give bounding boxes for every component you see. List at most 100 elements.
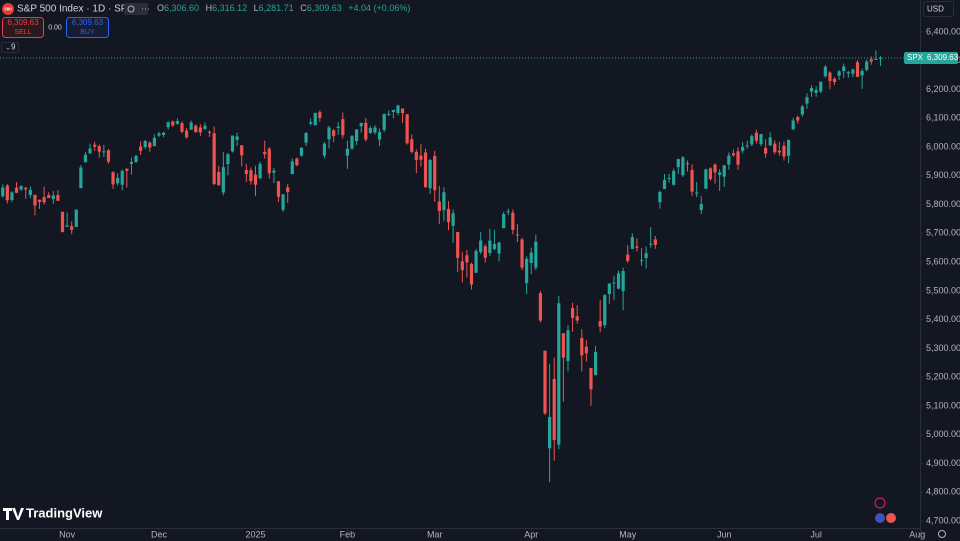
candle-body: [800, 106, 804, 115]
candle-body: [152, 137, 157, 147]
symbol-icon[interactable]: [2, 3, 14, 15]
candle-body: [267, 148, 271, 174]
candle-body: [855, 62, 860, 77]
candle-body: [869, 59, 873, 62]
buy-button[interactable]: [66, 17, 109, 38]
candle-body: [759, 134, 763, 145]
flag-icon[interactable]: [886, 513, 896, 523]
candle-body: [355, 129, 359, 141]
l-label: L: [254, 3, 259, 13]
candle-body: [763, 147, 768, 154]
candle-body: [842, 66, 846, 72]
settings-icon[interactable]: [938, 530, 946, 538]
candle-body: [819, 81, 823, 92]
candle-body: [561, 333, 565, 358]
candle-body: [240, 145, 244, 156]
candle-body: [465, 255, 469, 263]
spread: 0.00: [48, 24, 62, 31]
candle-body: [368, 128, 372, 133]
candle-body: [134, 155, 138, 162]
candle-body: [10, 192, 14, 200]
candle-body: [143, 140, 147, 148]
candle-body: [405, 114, 409, 144]
candle-body: [212, 133, 216, 184]
candle-body: [391, 109, 395, 112]
candle-body: [612, 282, 616, 284]
candle-body: [718, 172, 722, 175]
candle-body: [281, 194, 285, 210]
l-value: 6,281.71: [259, 3, 294, 13]
candle-body: [116, 177, 120, 184]
candle-body: [423, 152, 428, 188]
eye-icon[interactable]: [127, 5, 135, 13]
symbol-title[interactable]: S&P 500 Index · 1D · SP: [17, 4, 128, 15]
candle-body: [713, 164, 717, 173]
candle-body: [51, 195, 55, 200]
candle-body: [662, 179, 667, 190]
candle-body: [139, 146, 143, 151]
candle-body: [502, 214, 506, 229]
last-price-label: 6,309.63: [927, 53, 959, 62]
candle-body: [566, 330, 570, 362]
candle-body: [253, 174, 258, 185]
y-tick-label: 5,000.00: [926, 429, 960, 439]
candle-body: [180, 123, 184, 132]
candle-body: [263, 151, 267, 155]
candle-body: [603, 295, 607, 326]
x-tick-label: May: [619, 529, 637, 539]
candle-body: [598, 321, 602, 327]
candle-body: [382, 113, 386, 130]
logo-icon: [3, 508, 24, 520]
candle-body: [350, 136, 354, 149]
candle-body: [639, 260, 644, 262]
alert-icon[interactable]: [874, 497, 886, 509]
candle-body: [878, 57, 883, 59]
y-tick-label: 5,800.00: [926, 199, 960, 209]
candle-body: [672, 170, 676, 185]
chevron: ⌄: [5, 44, 11, 51]
last-price-tag: [904, 51, 958, 64]
candle-body: [272, 170, 276, 173]
candle-body: [497, 242, 501, 254]
candle-body: [198, 127, 202, 133]
candle-body: [276, 181, 281, 197]
candle-body: [750, 136, 754, 145]
currency-button[interactable]: [923, 1, 954, 17]
candle-body: [175, 121, 179, 124]
candle-body: [575, 316, 579, 321]
y-tick-label: 5,400.00: [926, 314, 960, 324]
x-tick-label: Jul: [810, 529, 822, 539]
candle-body: [327, 127, 331, 140]
sell-button[interactable]: [2, 17, 44, 38]
candle-body: [685, 163, 690, 165]
x-tick-label: Apr: [524, 529, 538, 539]
candle-body: [708, 168, 713, 179]
candle-body: [469, 263, 474, 285]
candle-body: [667, 178, 671, 180]
candle-body: [552, 378, 556, 440]
candle-body: [828, 72, 832, 81]
x-tick-label: Dec: [151, 529, 168, 539]
candle-body: [97, 146, 101, 152]
candle-body: [442, 192, 446, 211]
candle-body: [616, 273, 621, 289]
candle-body: [419, 155, 423, 160]
candle-body: [451, 213, 455, 226]
flag-icon[interactable]: [875, 513, 885, 523]
y-tick-label: 6,400.00: [926, 26, 960, 36]
candle-body: [580, 338, 584, 356]
x-tick-label: Aug: [909, 529, 925, 539]
candle-body: [345, 148, 350, 156]
candle-body: [79, 167, 83, 189]
indicators-toggle[interactable]: [1, 42, 19, 53]
x-tick-label: 2025: [245, 529, 265, 539]
candle-body: [437, 201, 441, 211]
y-tick-label: 4,900.00: [926, 458, 960, 468]
more-icon[interactable]: ⋯: [141, 3, 150, 13]
candle-body: [157, 133, 161, 136]
candle-body: [589, 368, 593, 390]
sell-label: SELL: [14, 29, 31, 36]
candle-body: [699, 204, 703, 211]
